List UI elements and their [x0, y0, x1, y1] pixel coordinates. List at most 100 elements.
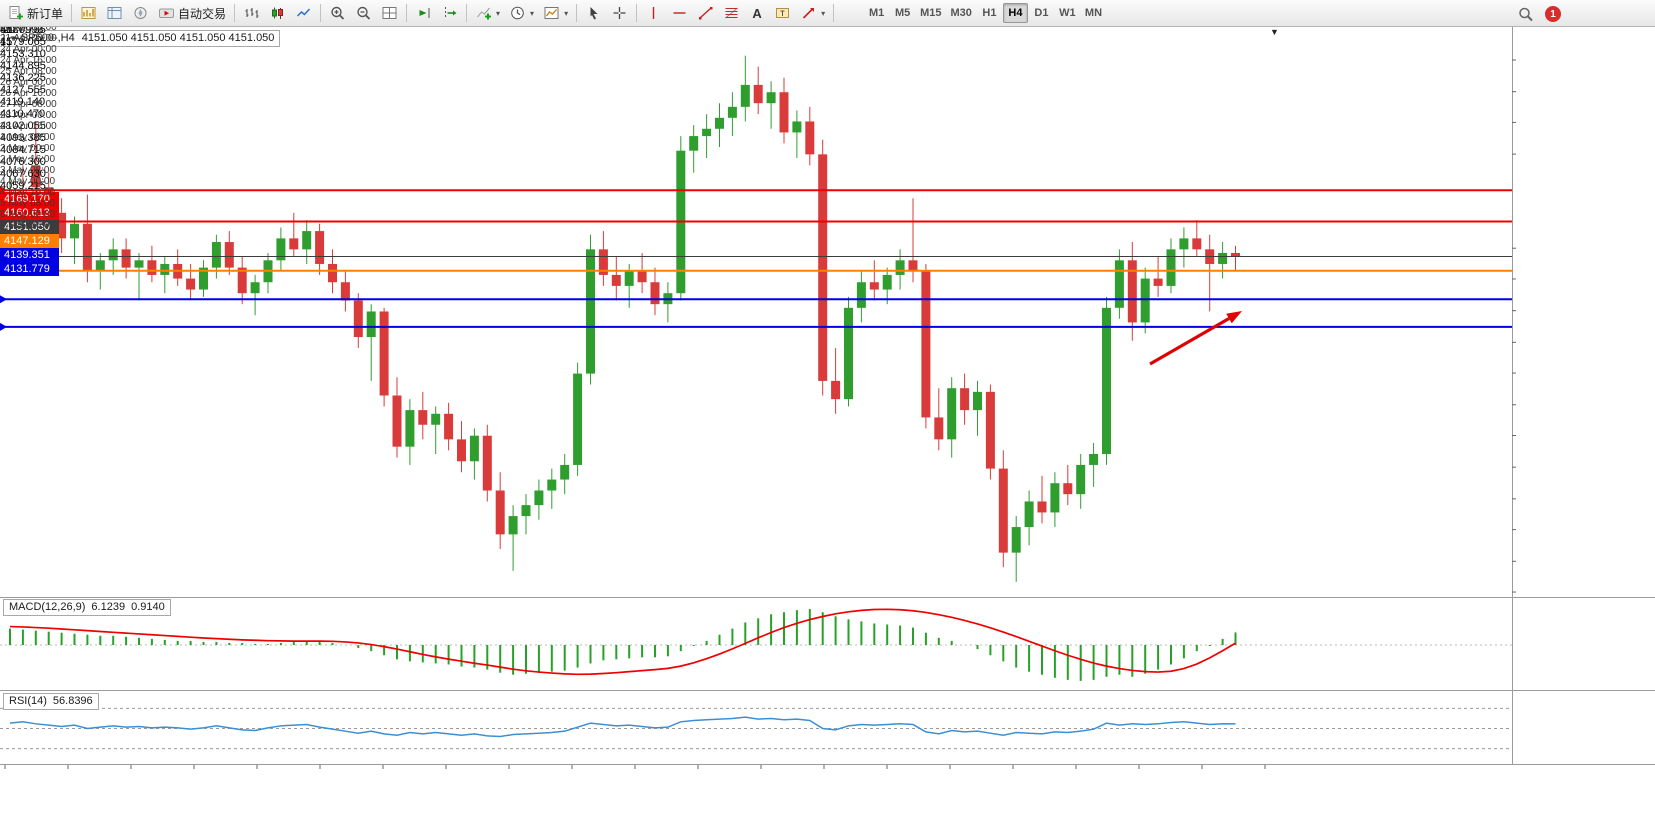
candle-bullish	[95, 260, 105, 272]
toolbar-separator	[234, 4, 236, 22]
candle-bullish	[250, 282, 260, 294]
collapse-icon[interactable]: ▼	[9, 34, 17, 43]
timeframe-button-mn[interactable]: MN	[1081, 3, 1106, 23]
notification-badge[interactable]: 1	[1545, 6, 1561, 22]
candle-bearish	[147, 260, 157, 275]
candle-bullish	[689, 136, 699, 151]
fibonacci-button[interactable]	[719, 2, 744, 24]
data-window-button[interactable]	[102, 2, 127, 24]
bar-chart-button[interactable]	[239, 2, 264, 24]
zoom-in-button[interactable]	[325, 2, 350, 24]
price-tag-support: 4139.351	[0, 248, 59, 262]
toolbar-separator	[576, 4, 578, 22]
vertical-line-button[interactable]	[641, 2, 666, 24]
candle-bearish	[598, 249, 608, 275]
macd-signal-line	[9, 608, 1236, 676]
candle-bullish	[160, 263, 170, 275]
auto-trading-button[interactable]: 自动交易	[154, 2, 230, 24]
tile-windows-button[interactable]	[377, 2, 402, 24]
periods-button[interactable]: ▾	[505, 2, 538, 24]
macd-main-value: 6.1239	[91, 601, 126, 613]
indicators-icon	[475, 5, 492, 21]
candle-bullish	[1024, 501, 1034, 528]
candle-bullish	[521, 505, 531, 517]
timeframe-button-m15[interactable]: M15	[916, 3, 945, 23]
candle-bearish	[869, 282, 879, 290]
candle-bullish	[947, 388, 957, 440]
candle-bullish	[1089, 453, 1099, 465]
annotation-arrow[interactable]	[1149, 317, 1230, 366]
timeframe-button-m1[interactable]: M1	[864, 3, 889, 23]
timeframe-button-m5[interactable]: M5	[890, 3, 915, 23]
candle-bullish	[624, 271, 634, 286]
candle-bullish	[70, 223, 79, 239]
price-tag-resistance: 4160.613	[0, 206, 59, 220]
navigator-button[interactable]	[128, 2, 153, 24]
candle-bullish	[1140, 278, 1150, 323]
annotation-arrow-head	[1226, 311, 1242, 324]
market-watch-button[interactable]	[76, 2, 101, 24]
line-chart-icon	[295, 5, 312, 21]
candle-bullish	[302, 231, 312, 250]
text-button[interactable]: A	[745, 2, 769, 24]
candlestick-chart-button[interactable]	[265, 2, 290, 24]
candle-bearish	[818, 154, 828, 381]
chart-shift-marker[interactable]: ▼	[1270, 27, 1279, 37]
chevron-down-icon: ▾	[821, 8, 826, 18]
candle-bearish	[650, 282, 660, 305]
horizontal-line-icon	[671, 5, 688, 21]
cursor-button[interactable]	[581, 2, 606, 24]
line-chart-button[interactable]	[291, 2, 316, 24]
macd-name: MACD(12,26,9)	[9, 601, 86, 613]
bar-chart-icon	[243, 5, 260, 21]
chevron-down-icon: ▾	[564, 8, 569, 18]
zoom-out-icon	[355, 5, 372, 21]
chart-title-bar[interactable]: ▼ SP500-,H4 4151.050 4151.050 4151.050 415…	[3, 30, 281, 47]
candle-bullish	[1114, 260, 1124, 308]
arrows-button[interactable]: ▾	[796, 2, 829, 24]
text-label-icon	[774, 5, 791, 21]
candle-bullish	[534, 490, 544, 506]
candle-bearish	[985, 391, 995, 469]
auto-scroll-button[interactable]	[411, 2, 436, 24]
macd-indicator-label: MACD(12,26,9) 6.1239 0.9140	[3, 599, 171, 616]
cursor-icon	[585, 5, 602, 21]
candle-bullish	[366, 311, 376, 338]
templates-button[interactable]: ▾	[539, 2, 572, 24]
new-order-button[interactable]: 新订单	[3, 2, 67, 24]
candle-bearish	[921, 271, 931, 418]
toolbar-separator	[406, 4, 408, 22]
candle-bearish	[753, 84, 763, 104]
candle-bullish	[740, 84, 750, 107]
timeframe-button-w1[interactable]: W1	[1055, 3, 1080, 23]
timeframe-button-d1[interactable]: D1	[1029, 3, 1054, 23]
candle-bullish	[508, 516, 518, 535]
candle-bullish	[702, 128, 712, 137]
zoom-out-button[interactable]	[351, 2, 376, 24]
timeframe-button-m30[interactable]: M30	[947, 3, 976, 23]
candle-bearish	[82, 223, 92, 272]
timeframe-button-h1[interactable]: H1	[977, 3, 1002, 23]
indicators-button[interactable]: ▾	[471, 2, 504, 24]
clock-icon	[509, 5, 526, 21]
candle-bearish	[224, 242, 234, 268]
vertical-line-icon	[645, 5, 662, 21]
candle-bullish	[882, 274, 892, 290]
crosshair-button[interactable]	[607, 2, 632, 24]
text-label-button[interactable]	[770, 2, 795, 24]
candle-bearish	[186, 278, 196, 290]
chart-shift-icon	[441, 5, 458, 21]
trendline-button[interactable]	[693, 2, 718, 24]
candle-bullish	[792, 121, 802, 133]
timeframe-button-h4[interactable]: H4	[1002, 3, 1028, 23]
candle-bullish	[1179, 238, 1189, 250]
chart-shift-button[interactable]	[437, 2, 462, 24]
candle-bullish	[1102, 307, 1111, 454]
toolbar-separator	[466, 4, 468, 22]
candle-bearish	[289, 238, 299, 250]
horizontal-line-button[interactable]	[667, 2, 692, 24]
candle-bearish	[934, 417, 944, 440]
candle-bearish	[315, 231, 325, 264]
search-button[interactable]	[1513, 3, 1538, 25]
